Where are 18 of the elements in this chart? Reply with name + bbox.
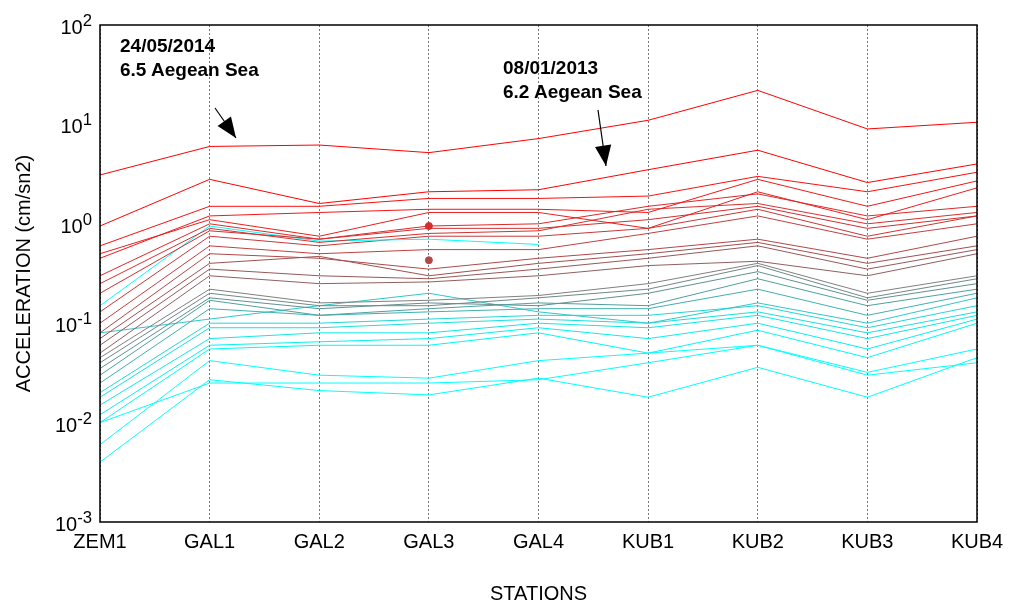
x-tick-label: GAL2 (293, 529, 345, 552)
x-axis-title: STATIONS (489, 581, 588, 604)
y-tick-label: 10$^{2}$ (59, 11, 92, 39)
x-tick-label: KUB4 (950, 529, 1004, 552)
y-tick-label: 10$^{-2}$ (53, 408, 92, 437)
x-tick-label: KUB1 (622, 529, 675, 552)
y-tick-label: 10$^{-3}$ (53, 508, 92, 535)
y-tick-label: 10$^{0}$ (60, 209, 92, 237)
annotation: 08/01/2013 6.2 Aegean Sea (503, 56, 642, 104)
annotation: 24/05/2014 6.5 Aegean Sea (120, 34, 259, 82)
x-tick-label: GAL3 (403, 529, 455, 552)
y-axis-title: ACCELERATION (cm/sn2) (11, 154, 34, 393)
x-tick-label: KUB2 (731, 529, 784, 552)
x-tick-label: GAL4 (512, 529, 565, 552)
y-tick-label: 10$^{1}$ (59, 110, 92, 139)
x-tick-label: GAL1 (184, 529, 236, 552)
y-tick-label: 10$^{-1}$ (54, 309, 92, 337)
x-tick-label: KUB3 (841, 529, 894, 552)
